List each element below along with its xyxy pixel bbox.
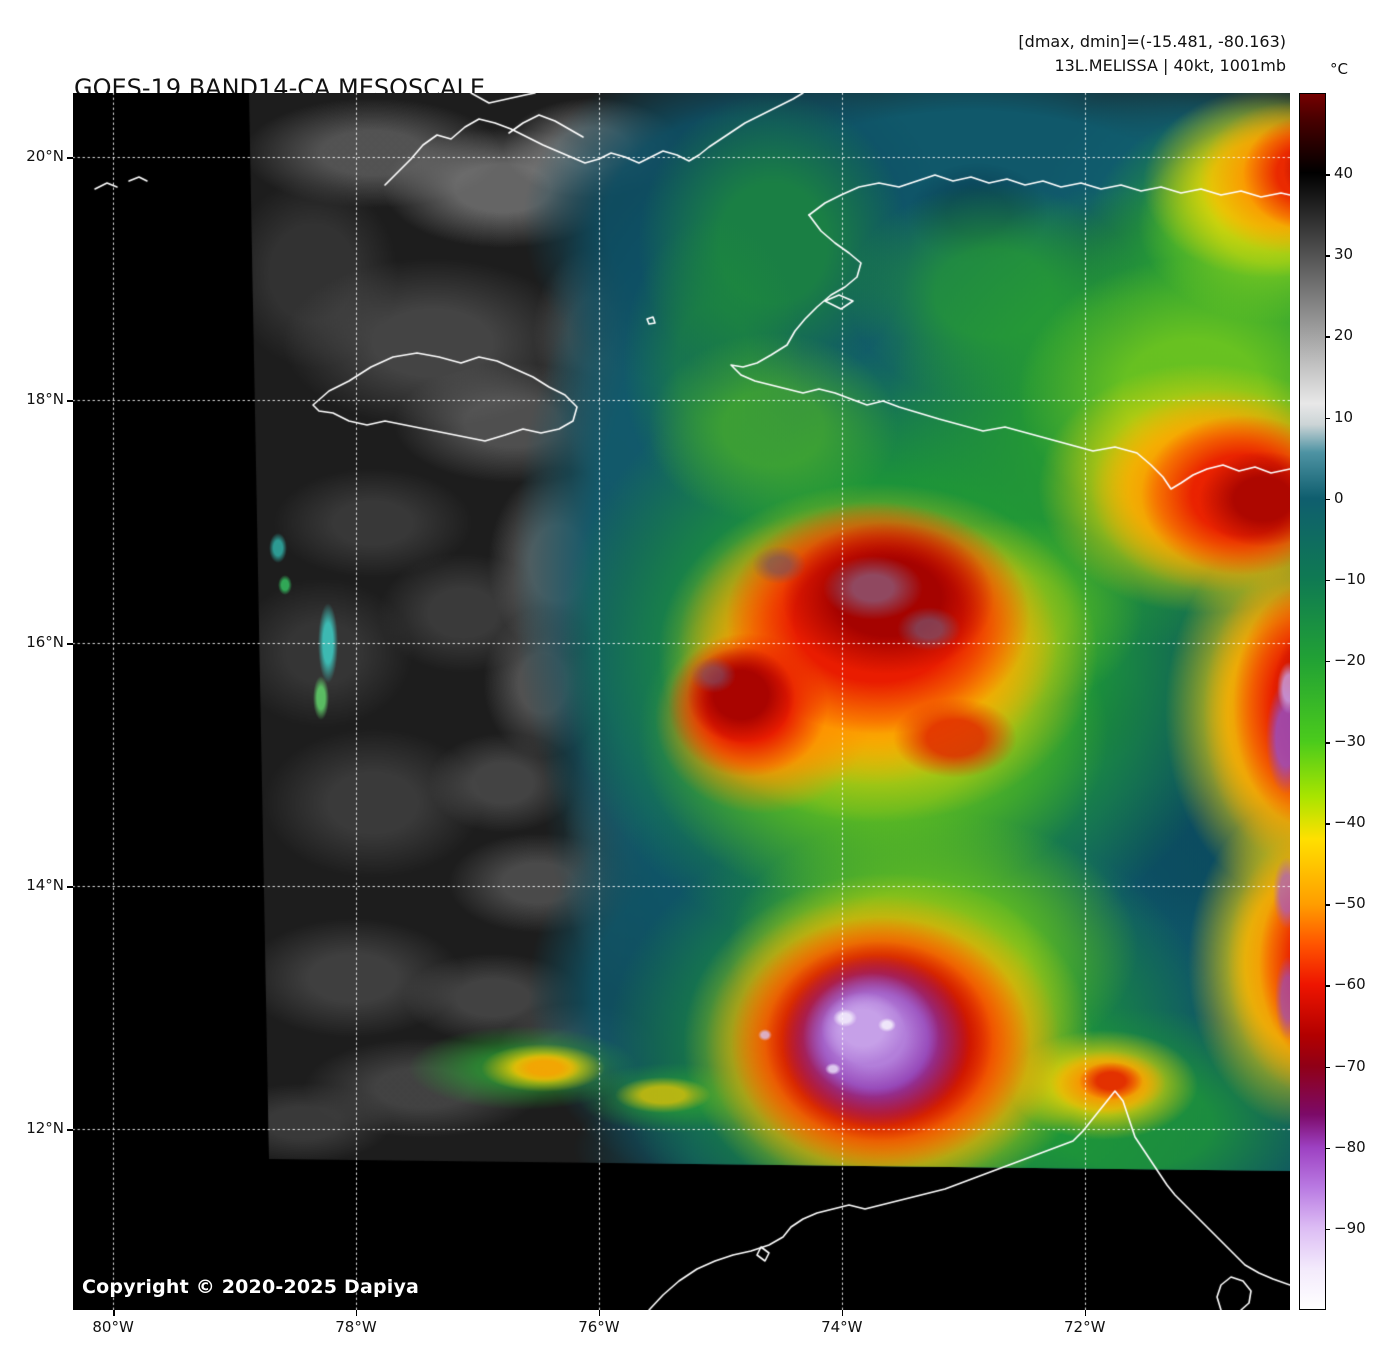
lat-tick-mark [67, 400, 73, 402]
lat-tick-mark [67, 643, 73, 645]
satellite-imagery-canvas [73, 93, 1290, 1310]
colorbar-tick-mark [1326, 174, 1330, 176]
colorbar-tick-mark [1326, 579, 1330, 582]
colorbar-unit-label: °C [1330, 60, 1348, 78]
colorbar-tick-mark [1326, 1228, 1330, 1231]
colorbar-tick-label: −60 [1334, 975, 1366, 994]
colorbar-tick-label: −70 [1334, 1056, 1366, 1075]
colorbar-tick-mark [1326, 1066, 1330, 1069]
map-plot-area: Copyright © 2020-2025 Dapiya [73, 93, 1290, 1310]
lon-tick-mark [113, 1310, 115, 1316]
colorbar-tick-label: −10 [1334, 569, 1366, 588]
colorbar-tick-mark [1326, 742, 1330, 744]
lon-label: 78°W [335, 1318, 377, 1336]
lon-tick-mark [355, 1310, 358, 1316]
lat-label: 12°N [26, 1119, 64, 1138]
colorbar-tick-mark [1326, 904, 1330, 906]
lat-label: 20°N [26, 147, 64, 166]
lon-tick-mark [598, 1310, 601, 1316]
colorbar-tick-label: −40 [1334, 813, 1366, 832]
lat-label: 14°N [26, 876, 64, 895]
lon-tick-mark [841, 1310, 844, 1316]
colorbar-tick-mark [1326, 255, 1330, 257]
colorbar-tick-label: −90 [1334, 1218, 1366, 1237]
colorbar-tick-label: 10 [1334, 407, 1354, 426]
lon-label: 80°W [92, 1318, 134, 1336]
lon-label: 76°W [578, 1318, 620, 1336]
lat-tick-mark [67, 157, 73, 159]
lon-label: 74°W [821, 1318, 863, 1336]
lat-tick-mark [67, 886, 73, 888]
colorbar-tick-label: −80 [1334, 1137, 1366, 1156]
colorbar-tick-label: 40 [1334, 164, 1354, 183]
colorbar-tick-mark [1326, 417, 1330, 420]
lat-label: 16°N [26, 633, 64, 652]
lon-tick-mark [1084, 1310, 1087, 1316]
colorbar-tick-label: 20 [1334, 326, 1354, 345]
lat-tick-mark [67, 1129, 73, 1131]
lon-label: 72°W [1064, 1318, 1106, 1336]
storm-info: 13L.MELISSA | 40kt, 1001mb [1054, 56, 1286, 75]
lat-label: 18°N [26, 390, 64, 409]
header-right-block: [dmax, dmin]=(-15.481, -80.163) 13L.MELI… [1018, 30, 1286, 78]
colorbar [1299, 93, 1326, 1310]
copyright-notice: Copyright © 2020-2025 Dapiya [82, 1276, 420, 1298]
colorbar-tick-label: −50 [1334, 894, 1366, 913]
colorbar-tick-mark [1326, 336, 1330, 338]
colorbar-tick-label: −20 [1334, 650, 1366, 669]
colorbar-tick-label: 0 [1334, 488, 1344, 507]
colorbar-tick-mark [1326, 498, 1330, 501]
colorbar-tick-label: 30 [1334, 245, 1354, 264]
colorbar-tick-mark [1326, 985, 1330, 987]
colorbar-tick-label: −30 [1334, 732, 1366, 751]
dmax-dmin-readout: [dmax, dmin]=(-15.481, -80.163) [1018, 32, 1286, 51]
colorbar-tick-mark [1326, 823, 1330, 825]
colorbar-tick-mark [1326, 660, 1330, 663]
colorbar-tick-mark [1326, 1147, 1330, 1150]
